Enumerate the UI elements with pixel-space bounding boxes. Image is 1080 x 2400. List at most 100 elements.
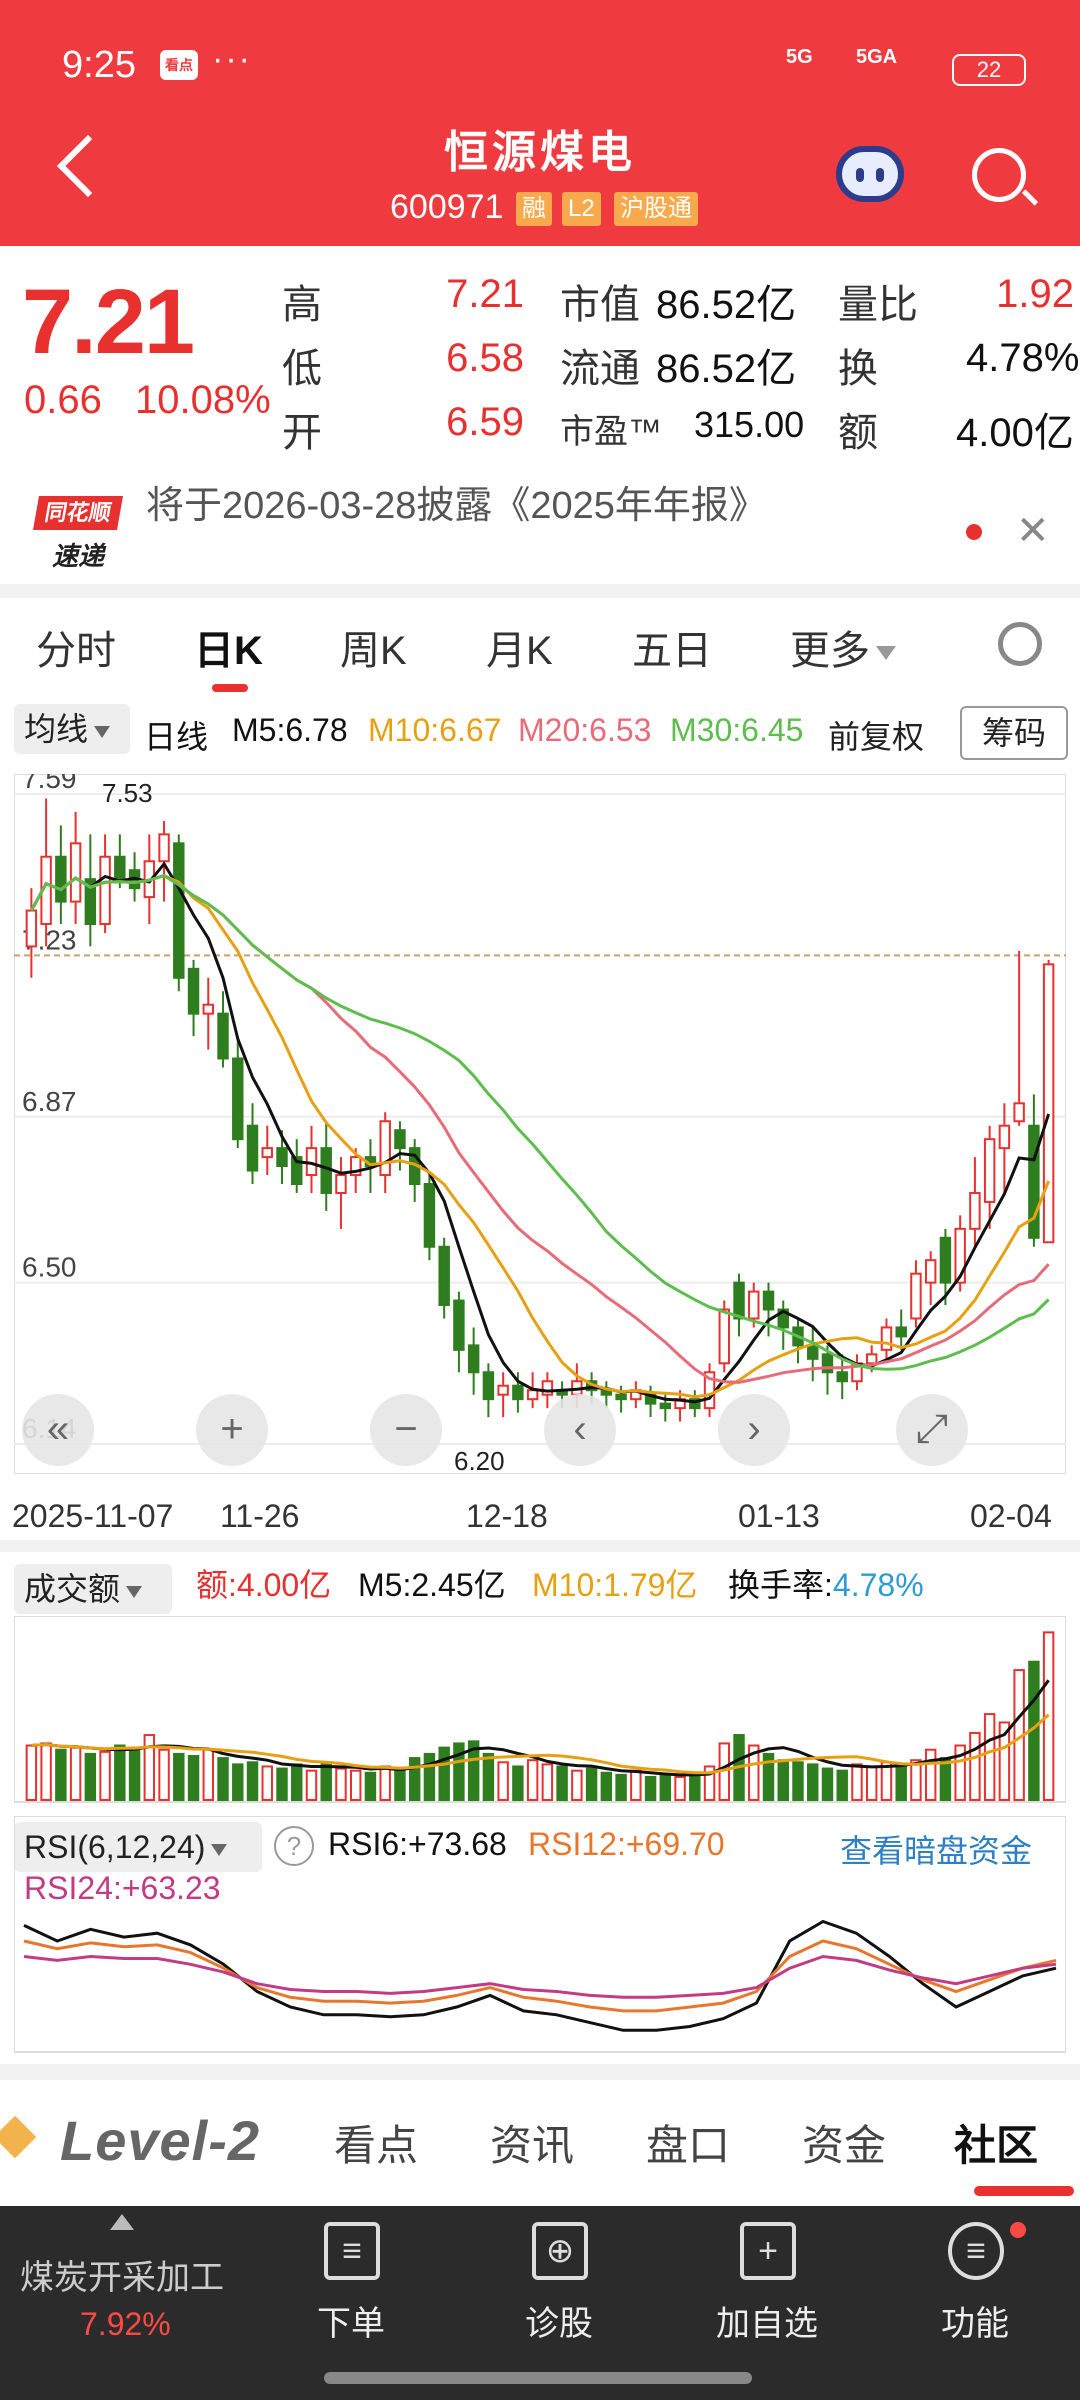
high-label: 高 — [282, 283, 322, 327]
rsi-indicator-dropdown[interactable]: RSI(6,12,24) — [14, 1822, 262, 1872]
zoom-in-button[interactable]: + — [196, 1394, 268, 1466]
tab-weekly-k[interactable]: 周K — [340, 629, 407, 673]
tab-news[interactable]: 资讯 — [490, 2122, 575, 2169]
order-button[interactable]: 下单 — [317, 2305, 385, 2343]
search-icon[interactable] — [972, 148, 1026, 202]
volume-ma10-line — [31, 1713, 1050, 1775]
tab-five-day[interactable]: 五日 — [632, 629, 712, 673]
volume-bar — [187, 1755, 200, 1801]
settings-icon[interactable] — [998, 622, 1042, 666]
volume-bar — [143, 1734, 156, 1801]
volume-bar — [40, 1742, 52, 1802]
tab-daily-k[interactable]: 日K — [194, 629, 263, 673]
order-icon[interactable]: ≡ — [324, 2222, 380, 2280]
volume-bar — [792, 1761, 804, 1802]
candle-body — [349, 1156, 362, 1177]
zoom-out-button[interactable]: − — [370, 1394, 442, 1466]
volume-bar — [983, 1713, 996, 1801]
y-tick-label: 6.50 — [22, 1252, 77, 1283]
volume-chart[interactable] — [14, 1616, 1066, 1806]
volume-bar — [467, 1740, 480, 1802]
status-time: 9:25 — [62, 44, 136, 86]
diagnose-icon[interactable]: ⊕ — [532, 2222, 588, 2280]
rsi-chart[interactable] — [14, 1816, 1066, 2056]
rsi12-line — [23, 1939, 1057, 2013]
volume-bar — [423, 1752, 436, 1801]
tab-intraday[interactable]: 分时 — [36, 629, 116, 673]
candle-body — [202, 1003, 215, 1015]
volume-bar — [954, 1744, 966, 1801]
low-label: 低 — [282, 347, 322, 391]
home-indicator — [324, 2372, 752, 2384]
min-price-annotation: 6.20 — [454, 1446, 505, 1474]
tab-community[interactable]: 社区 — [954, 2122, 1039, 2169]
candle-body — [880, 1326, 893, 1351]
volume-bar — [659, 1773, 672, 1802]
sector-name[interactable]: 煤炭开采加工 — [20, 2259, 224, 2297]
max-price-annotation: 7.53 — [102, 778, 153, 808]
notice-text[interactable]: 将于2026-03-28披露《2025年年报》 — [146, 485, 767, 527]
volume-bar — [128, 1746, 141, 1801]
close-icon[interactable]: ✕ — [1016, 509, 1050, 553]
candle-body — [246, 1124, 259, 1172]
tab-funds[interactable]: 资金 — [802, 2122, 887, 2169]
volume-bar — [556, 1765, 568, 1802]
section-divider — [0, 584, 1080, 598]
volume-bar — [600, 1771, 613, 1801]
candle-body — [718, 1308, 731, 1365]
level2-diamond-icon — [0, 2115, 37, 2159]
chart-frame — [14, 1816, 1066, 2053]
date-label: 11-26 — [220, 1498, 300, 1534]
fullscreen-button[interactable]: ⤢ — [896, 1394, 968, 1466]
candle-body — [865, 1353, 878, 1365]
expand-up-icon[interactable] — [110, 2214, 134, 2230]
help-icon[interactable]: ? — [274, 1826, 314, 1866]
turnover-label: 换 — [838, 347, 878, 391]
level2-tab[interactable]: Level-2 — [60, 2109, 260, 2172]
adjust-mode[interactable]: 前复权 — [828, 719, 925, 755]
tab-monthly-k[interactable]: 月K — [486, 629, 553, 673]
float-label: 流通 — [560, 347, 640, 391]
date-label: 2025-11-07 — [12, 1498, 174, 1534]
signal-5ga-icon: 5GA — [856, 46, 898, 68]
add-watchlist-button[interactable]: 加自选 — [716, 2305, 818, 2343]
candle-body — [777, 1308, 789, 1329]
indicator-dropdown[interactable]: 均线 — [14, 704, 130, 754]
candle-body — [261, 1147, 273, 1159]
tag-margin: 融 — [516, 192, 552, 226]
scroll-left-button[interactable]: ‹ — [544, 1394, 616, 1466]
tab-order-book[interactable]: 盘口 — [646, 2122, 731, 2169]
candle-body — [1042, 963, 1055, 1244]
volume-bar — [55, 1748, 67, 1801]
volume-bar — [969, 1731, 981, 1801]
tab-more[interactable]: 更多 — [790, 618, 896, 676]
open-label: 开 — [282, 411, 322, 455]
volume-bar — [777, 1759, 789, 1801]
status-more-dots: ··· — [212, 40, 252, 78]
diagnose-button[interactable]: 诊股 — [525, 2305, 593, 2343]
volume-bar — [512, 1765, 524, 1802]
candlestick-chart[interactable]: 7.597.236.876.506.147.536.20 — [14, 774, 1066, 1474]
tag-l2: L2 — [562, 192, 601, 226]
chip-distribution-button[interactable]: 筹码 — [960, 706, 1068, 760]
dark-pool-link[interactable]: 查看暗盘资金 — [840, 1833, 1033, 1869]
scroll-right-button[interactable]: › — [718, 1394, 790, 1466]
tab-kandian[interactable]: 看点 — [334, 2122, 419, 2169]
candle-body — [335, 1174, 347, 1194]
candle-body — [99, 855, 111, 925]
change-percent: 10.08% — [134, 378, 271, 422]
volume-bar — [615, 1773, 627, 1802]
chevron-down-icon — [94, 725, 111, 738]
ai-robot-icon[interactable] — [836, 146, 904, 202]
bottom-action-bar — [0, 2206, 1080, 2400]
volume-bar — [674, 1775, 686, 1801]
tag-shanghai-connect: 沪股通 — [614, 192, 698, 226]
add-watchlist-icon[interactable]: + — [740, 2222, 796, 2280]
first-page-button[interactable]: « — [22, 1394, 94, 1466]
functions-button[interactable]: 功能 — [941, 2305, 1009, 2343]
volume-bar — [571, 1769, 583, 1802]
volume-bar — [821, 1767, 834, 1801]
volume-indicator-dropdown[interactable]: 成交额 — [14, 1564, 172, 1614]
functions-icon[interactable]: ≡ — [948, 2222, 1004, 2280]
volume-bar — [335, 1767, 347, 1801]
